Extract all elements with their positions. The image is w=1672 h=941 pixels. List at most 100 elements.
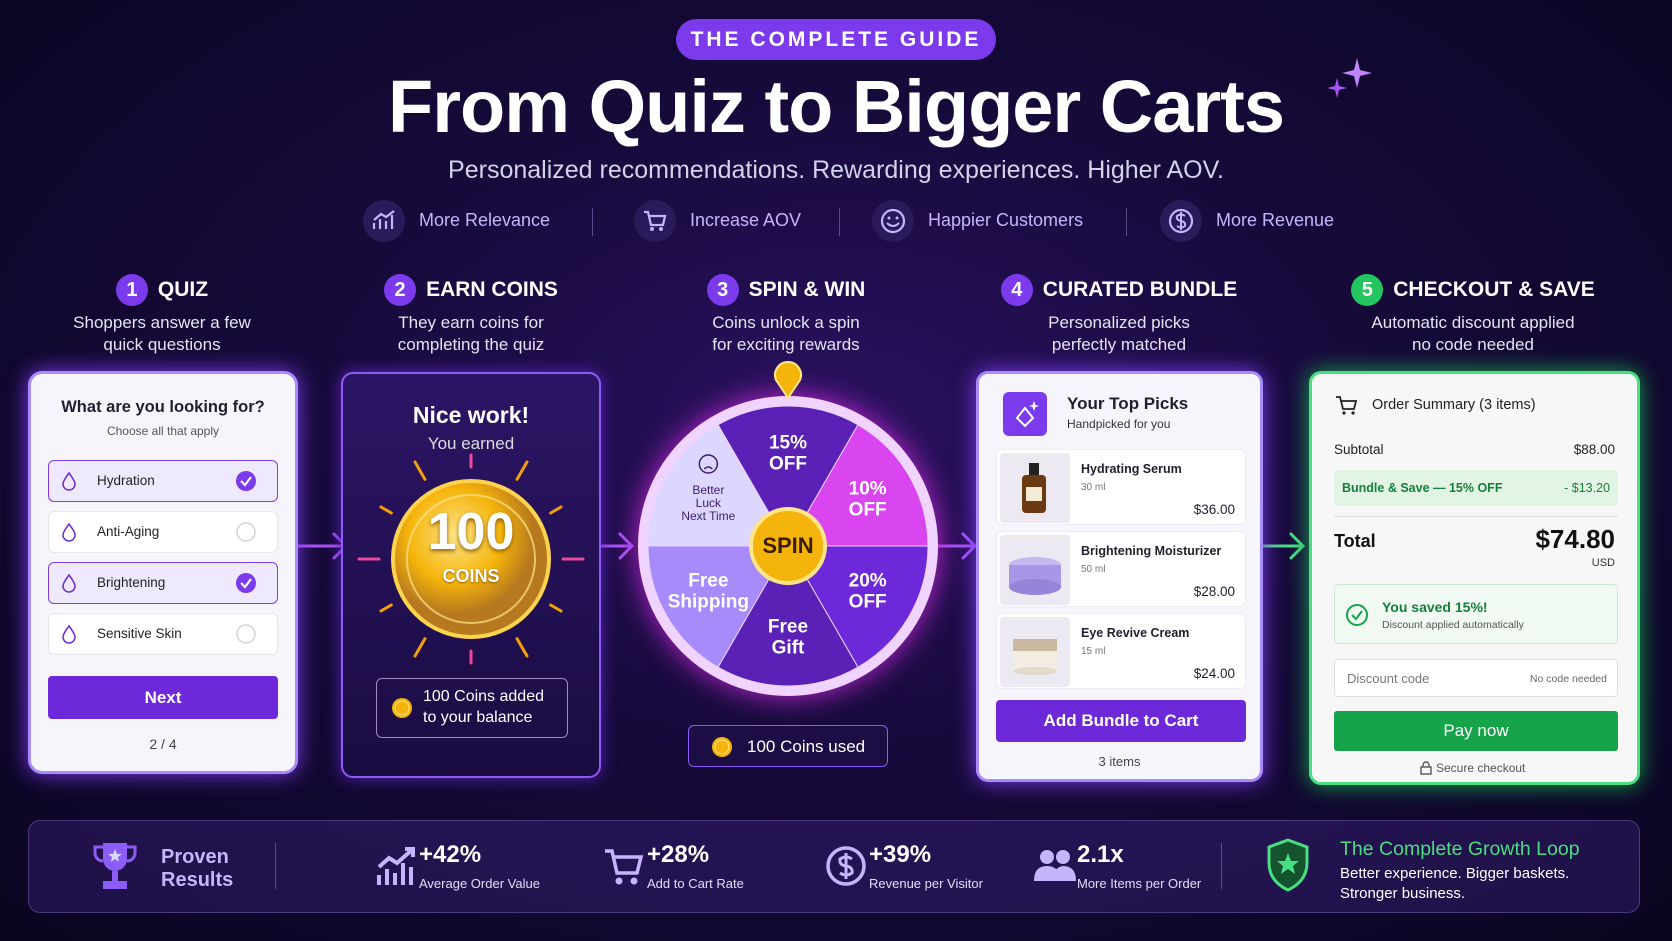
icon-shape [630, 877, 638, 885]
step-title: CHECKOUT & SAVE [1393, 278, 1595, 301]
icon [1000, 453, 1070, 523]
separator [839, 208, 840, 236]
results-title: Proven Results [161, 846, 234, 891]
bundle-subtitle: Handpicked for you [1067, 417, 1171, 431]
icon-shape [62, 573, 76, 593]
step-title: QUIZ [157, 278, 209, 301]
quiz-option[interactable]: Sensitive Skin [48, 613, 278, 655]
wheel-label: OFF [849, 500, 887, 521]
product-size: 30 ml [1081, 482, 1106, 493]
subtotal-label: Subtotal [1334, 442, 1384, 457]
icon-shape [515, 460, 529, 481]
icon-shape [1420, 766, 1432, 775]
checkout-title: Order Summary (3 items) [1372, 397, 1536, 413]
step-number: 2 [384, 274, 417, 306]
divider [1334, 516, 1618, 517]
stat-value: 2.1x [1077, 841, 1124, 868]
icon [392, 698, 412, 718]
face-icon [698, 454, 719, 474]
quiz-option[interactable]: Anti-Aging [48, 511, 278, 553]
icon [634, 200, 676, 242]
wheel-label: Free [688, 571, 728, 592]
wheel-label: 15% [769, 433, 807, 454]
step-description: perfectly matched [1051, 335, 1187, 354]
coins-subheading: You earned [427, 434, 515, 453]
saved-title: You saved 15%! [1382, 599, 1488, 615]
icon-shape [1013, 639, 1057, 651]
wheel-pointer [774, 361, 802, 400]
icon-shape [62, 471, 76, 491]
secure-label: Secure checkout [1436, 761, 1526, 775]
coins-note: 100 Coins added to your balance [376, 678, 568, 738]
icon-shape [838, 853, 854, 879]
icon [1000, 617, 1070, 687]
icon-shape [1346, 604, 1368, 626]
icon-shape [1327, 78, 1347, 98]
icon-shape [413, 637, 427, 658]
quiz-card: What are you looking for? Choose all that… [28, 371, 298, 774]
separator [1126, 208, 1127, 236]
wheel-label: Better [692, 483, 724, 497]
step-description: no code needed [1412, 335, 1534, 354]
icon-shape [379, 505, 393, 515]
icon [357, 453, 585, 665]
icon-shape [644, 210, 667, 227]
stat-value: +28% [647, 841, 710, 868]
wheel-footer: 100 Coins used [688, 725, 888, 767]
icon-shape [394, 700, 410, 716]
icon [236, 471, 256, 491]
icon-shape [1342, 58, 1372, 88]
icon-shape [112, 871, 118, 881]
quiz-option[interactable]: Hydration [48, 460, 278, 502]
icon-shape [886, 222, 900, 227]
icon-shape [62, 522, 76, 542]
spin-label: SPIN [762, 533, 813, 558]
step-title: CURATED BUNDLE [1042, 278, 1238, 301]
icon-shape [1026, 487, 1042, 501]
pay-button[interactable]: Pay now [1334, 711, 1618, 751]
coins-card: Nice work! You earned 100 COINS 100 Coins ad… [341, 372, 601, 778]
icon [62, 624, 76, 644]
wheel-label: OFF [769, 454, 807, 475]
discount-input[interactable]: Discount code No code needed [1334, 659, 1618, 697]
product-name: Brightening Moisturizer [1081, 544, 1222, 558]
wheel-label: Next Time [681, 509, 735, 523]
icon [1003, 392, 1047, 436]
icon [826, 846, 866, 886]
icon-shape [1040, 850, 1054, 864]
wheel-label: Gift [772, 638, 805, 659]
product-price: $28.00 [1193, 584, 1235, 599]
icon-shape [1029, 463, 1039, 475]
subtotal-value: $88.00 [1573, 442, 1615, 457]
icon-shape [1029, 401, 1039, 411]
wheel-segment [787, 424, 929, 547]
icon-shape [1013, 651, 1057, 671]
step-title: SPIN & WIN [748, 278, 866, 301]
icon-shape [379, 603, 393, 613]
icon-shape [1422, 761, 1430, 767]
stat-value: +39% [869, 841, 932, 868]
icon [236, 573, 256, 593]
icon-shape [615, 877, 623, 885]
stat-label: Revenue per Visitor [869, 876, 983, 891]
bundle-title: Your Top Picks [1067, 394, 1189, 413]
wheel-label: Luck [696, 496, 722, 510]
wheel-segment [647, 545, 789, 668]
step-number: 5 [1351, 274, 1384, 306]
wheel-label: OFF [849, 592, 887, 613]
discount-value: - $13.20 [1564, 481, 1610, 495]
next-button[interactable]: Next [48, 676, 278, 719]
icon-shape [895, 216, 899, 220]
icon-shape [240, 476, 252, 487]
total-label: Total [1334, 531, 1376, 551]
icon-shape [93, 845, 137, 863]
icon-shape [406, 494, 536, 624]
bundle-button[interactable]: Add Bundle to Cart [996, 700, 1246, 742]
step-description: Coins unlock a spin [712, 313, 860, 332]
checkout-card: Order Summary (3 items) Subtotal $88.00 Bun… [1309, 371, 1640, 785]
icon-shape [296, 532, 349, 560]
input-placeholder: Discount code [1347, 671, 1430, 686]
quiz-option[interactable]: Brightening [48, 562, 278, 604]
product-row: Hydrating Serum 30 ml $36.00 [996, 449, 1246, 525]
